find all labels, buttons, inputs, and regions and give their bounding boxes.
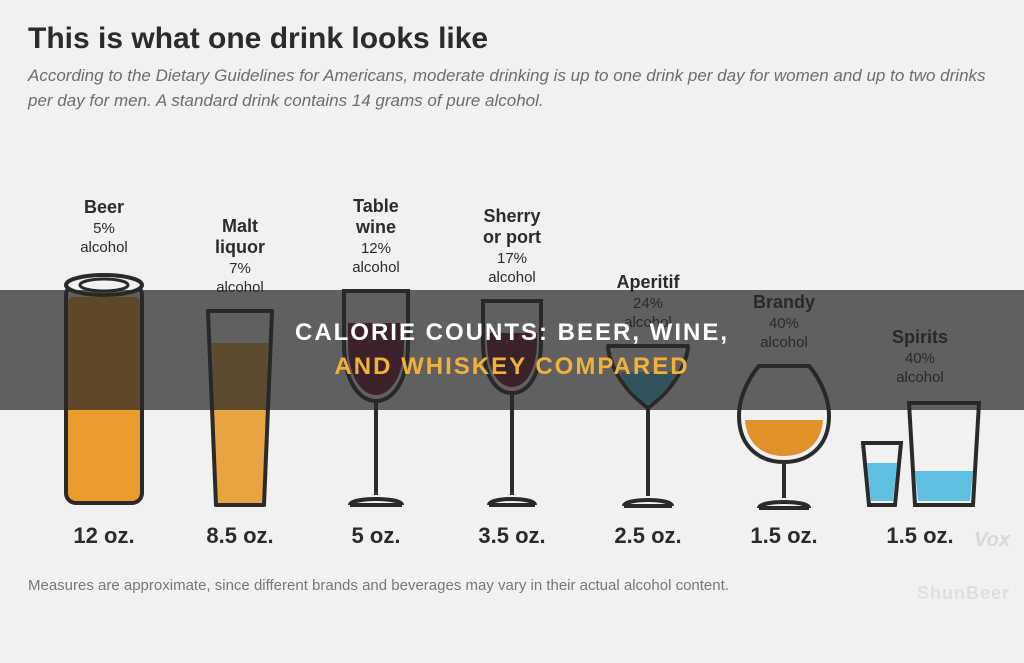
drink-name: Sherryor port <box>483 206 541 247</box>
drink-name: Spirits <box>892 327 948 348</box>
drink-beer: Beer 5%alcohol <box>36 143 172 513</box>
page-title: This is what one drink looks like <box>28 22 996 56</box>
drink-name: Aperitif <box>617 272 680 293</box>
drink-pct: 12%alcohol <box>352 240 400 278</box>
drink-name: Tablewine <box>352 196 400 237</box>
drinks-row: Beer 5%alcohol Maltliquor 7%alcohol <box>28 143 996 513</box>
drink-pct: 40%alcohol <box>753 315 815 353</box>
oz-label: 2.5 oz. <box>580 523 716 549</box>
beer-can-icon <box>54 263 154 513</box>
drink-name: Beer <box>80 197 128 218</box>
watermark: ShunBeer <box>917 583 1010 604</box>
oz-label: 12 oz. <box>36 523 172 549</box>
drink-pct: 24%alcohol <box>617 295 680 333</box>
drink-pct: 7%alcohol <box>215 260 265 298</box>
brandy-snifter-icon <box>729 358 839 513</box>
wine-glass-icon <box>326 283 426 513</box>
drink-spirits: Spirits 40%alcohol <box>852 143 988 513</box>
oz-label: 1.5 oz. <box>716 523 852 549</box>
drink-pct: 40%alcohol <box>892 350 948 388</box>
drink-table-wine: Tablewine 12%alcohol <box>308 143 444 513</box>
infographic: This is what one drink looks like Accord… <box>0 0 1024 612</box>
drink-name: Maltliquor <box>215 216 265 257</box>
sherry-glass-icon <box>467 293 557 513</box>
spirits-glasses-icon <box>855 393 985 513</box>
source-mark: Vox <box>974 529 1010 552</box>
drink-sherry: Sherryor port 17%alcohol <box>444 143 580 513</box>
oz-label: 5 oz. <box>308 523 444 549</box>
drink-malt-liquor: Maltliquor 7%alcohol <box>172 143 308 513</box>
drink-pct: 5%alcohol <box>80 220 128 258</box>
footnote: Measures are approximate, since differen… <box>28 577 996 594</box>
oz-label: 3.5 oz. <box>444 523 580 549</box>
oz-label: 8.5 oz. <box>172 523 308 549</box>
oz-row: 12 oz. 8.5 oz. 5 oz. 3.5 oz. 2.5 oz. 1.5… <box>28 523 996 549</box>
pint-glass-icon <box>194 303 286 513</box>
drink-brandy: Brandy 40%alcohol <box>716 143 852 513</box>
page-subtitle: According to the Dietary Guidelines for … <box>28 64 988 113</box>
oz-label: 1.5 oz. <box>852 523 988 549</box>
drink-name: Brandy <box>753 292 815 313</box>
drink-pct: 17%alcohol <box>483 250 541 288</box>
aperitif-glass-icon <box>596 338 700 513</box>
drink-aperitif: Aperitif 24%alcohol <box>580 143 716 513</box>
